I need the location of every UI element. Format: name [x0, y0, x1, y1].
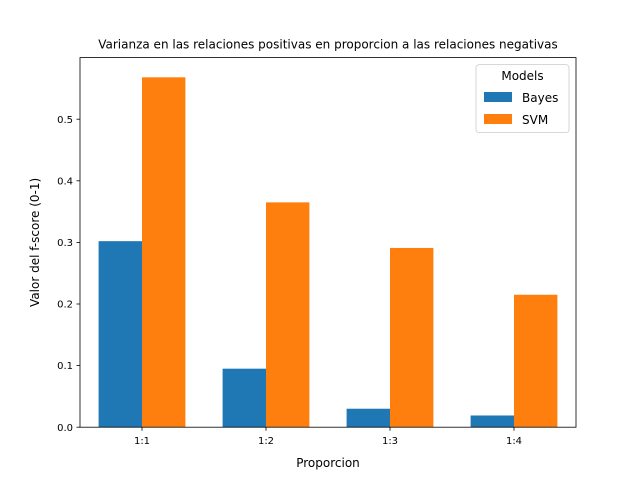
bar-bayes-1-3 [346, 408, 390, 428]
y-axis: 0.0 0.1 0.2 0.3 0.4 0.5 [57, 115, 80, 434]
legend-label-svm: SVM [522, 113, 548, 127]
x-axis: 1:1 1:2 1:3 1:4 [134, 427, 522, 447]
y-tick-label: 0.3 [57, 238, 73, 249]
x-axis-label: Proporcion [296, 456, 360, 470]
y-tick-label: 0.1 [57, 361, 73, 372]
x-tick-label: 1:1 [134, 436, 150, 447]
y-tick-label: 0.0 [57, 423, 73, 434]
bars-layer [98, 77, 558, 428]
legend-swatch-svm [484, 114, 512, 124]
legend-title: Models [501, 69, 543, 83]
x-tick-label: 1:4 [506, 436, 522, 447]
legend: Models Bayes SVM [475, 64, 570, 133]
bar-bayes-1-2 [222, 368, 266, 428]
bar-svm-1-2 [266, 202, 310, 428]
x-tick-label: 1:3 [382, 436, 398, 447]
bar-svm-1-3 [390, 247, 434, 428]
y-tick-label: 0.4 [57, 176, 73, 187]
y-tick-label: 0.5 [57, 115, 73, 126]
chart-title: Varianza en las relaciones positivas en … [98, 38, 558, 52]
legend-swatch-bayes [484, 92, 512, 102]
bar-svm-1-4 [514, 294, 558, 428]
y-tick-label: 0.2 [57, 300, 73, 311]
y-axis-label: Valor del f-score (0-1) [28, 178, 42, 307]
x-tick-label: 1:2 [258, 436, 274, 447]
bar-svm-1-1 [142, 77, 186, 428]
bar-bayes-1-4 [470, 415, 514, 428]
legend-label-bayes: Bayes [522, 91, 558, 105]
bar-bayes-1-1 [98, 241, 142, 428]
